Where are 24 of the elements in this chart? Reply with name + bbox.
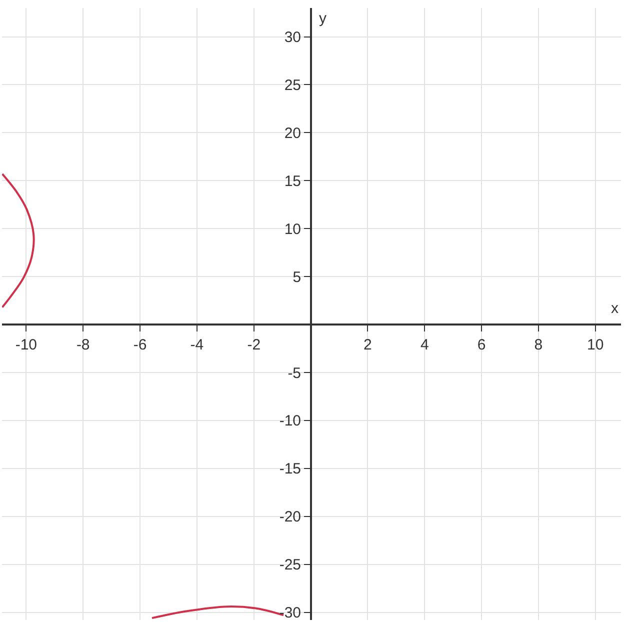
y-tick-label: 25 — [284, 76, 302, 94]
x-tick-label: 8 — [534, 336, 543, 354]
x-tick-label: 6 — [477, 336, 486, 354]
y-axis-title: y — [319, 10, 327, 27]
x-tick-label: -6 — [133, 336, 147, 354]
x-tick-label: 2 — [364, 336, 372, 354]
y-tick-label: 30 — [284, 29, 302, 46]
y-tick-label: -5 — [288, 364, 302, 382]
y-tick-label: -10 — [279, 412, 302, 430]
y-tick-label: -30 — [279, 604, 302, 622]
y-tick-label: 20 — [284, 124, 302, 142]
x-tick-label: 10 — [587, 336, 604, 354]
y-tick-label: 15 — [284, 172, 302, 190]
x-axis-title: x — [611, 300, 619, 317]
x-tick-label: 4 — [420, 336, 429, 354]
y-tick-label: -15 — [279, 460, 302, 478]
x-tick-label: -2 — [247, 336, 261, 354]
y-tick-label: 5 — [292, 268, 302, 286]
y-tick-label: -20 — [279, 508, 302, 526]
y-tick-label: -25 — [279, 556, 302, 574]
y-tick-label: 10 — [284, 220, 302, 238]
x-tick-label: -10 — [15, 336, 38, 354]
x-tick-label: -8 — [76, 336, 90, 354]
x-tick-label: -4 — [190, 336, 204, 354]
